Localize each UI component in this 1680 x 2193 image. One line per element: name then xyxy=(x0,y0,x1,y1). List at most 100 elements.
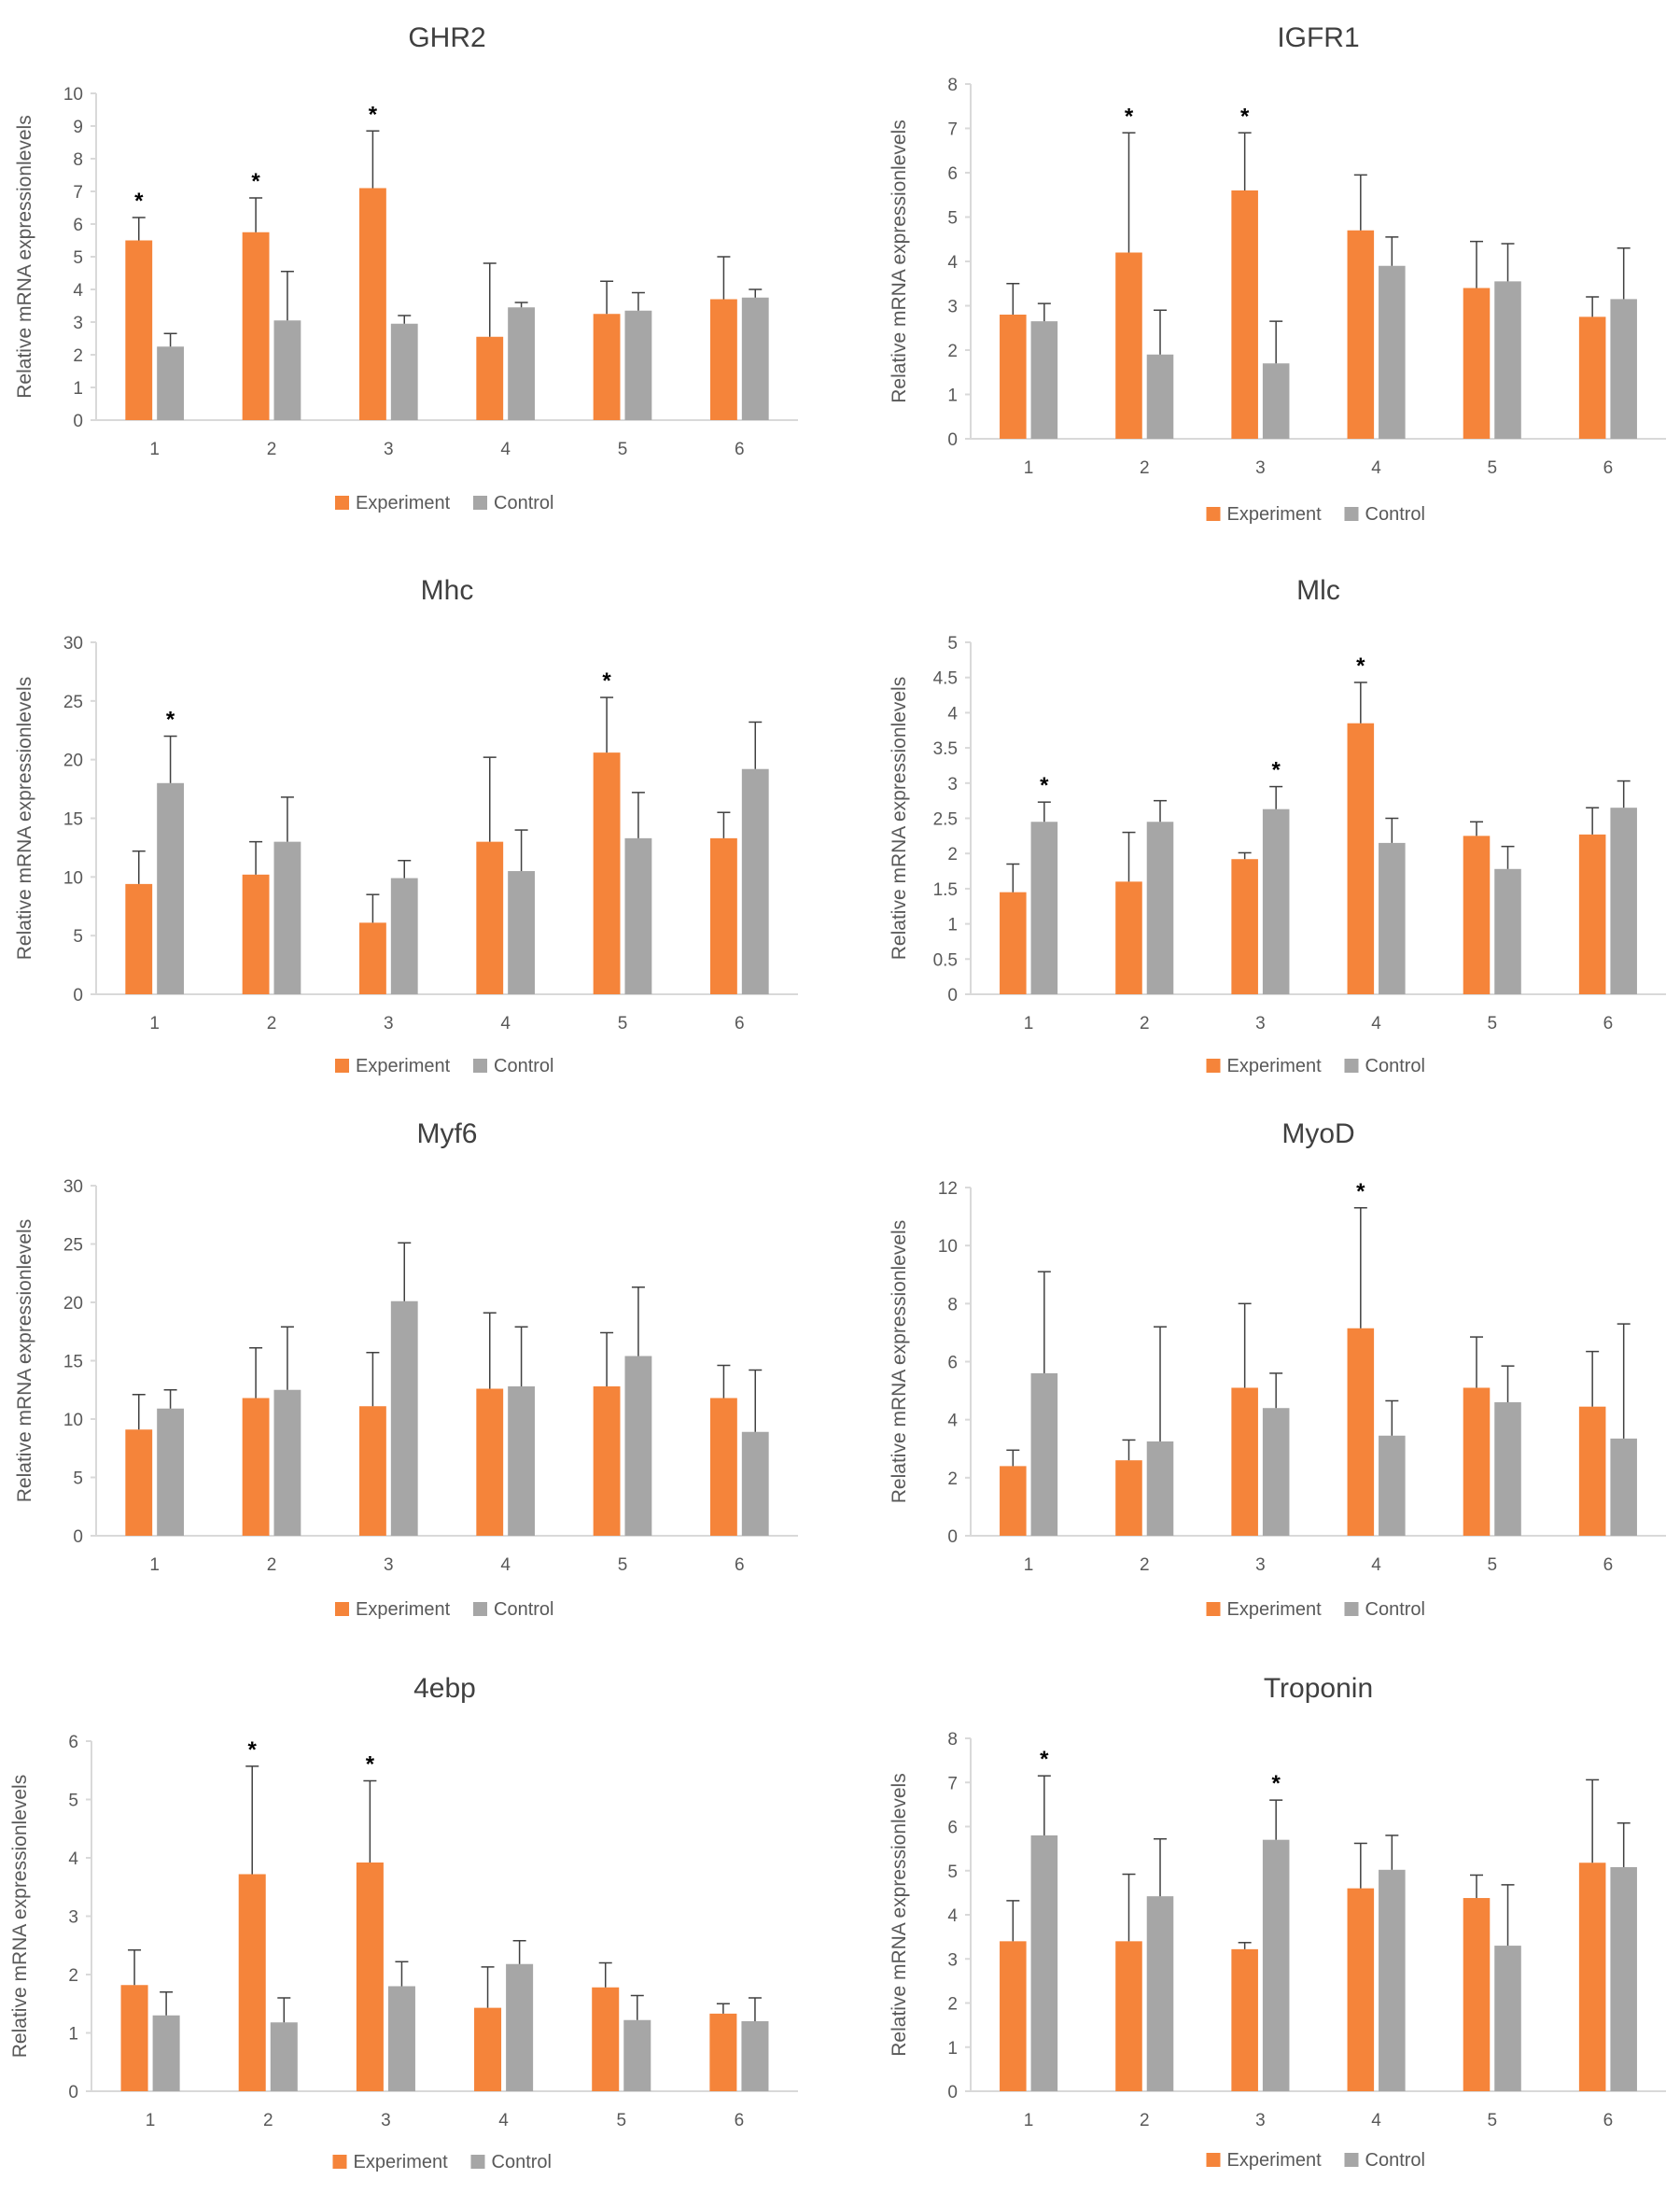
bar-experiment xyxy=(242,874,270,994)
y-axis-label: Relative mRNA expressionlevels xyxy=(14,677,35,960)
y-tick-label: 3 xyxy=(68,1908,78,1928)
legend: Experiment Control xyxy=(332,2152,552,2172)
bar-control xyxy=(1262,1408,1290,1536)
x-tick-label: 6 xyxy=(1603,1555,1614,1575)
bar-control xyxy=(508,871,535,994)
x-tick-label: 6 xyxy=(1603,2111,1614,2130)
y-tick-label: 3 xyxy=(947,298,958,317)
y-tick-label: 7 xyxy=(73,183,83,203)
bar-experiment xyxy=(238,1874,266,2091)
legend: Experiment Control xyxy=(335,493,553,513)
significance-marker: * xyxy=(366,1752,375,1778)
y-tick-label: 5 xyxy=(68,1792,78,1811)
bar-control xyxy=(1146,822,1174,994)
bar-control xyxy=(1030,1372,1058,1536)
y-axis-label: Relative mRNA expressionlevels xyxy=(889,119,910,402)
bar-experiment xyxy=(1231,190,1258,439)
bar-control xyxy=(273,320,301,420)
legend-label-control: Control xyxy=(1365,1599,1425,1620)
y-tick-label: 3 xyxy=(947,1950,958,1970)
x-tick-label: 1 xyxy=(149,440,160,459)
bar-experiment xyxy=(356,1863,384,2091)
y-tick-label: 1 xyxy=(73,379,83,399)
y-tick-label: 0 xyxy=(947,2083,958,2102)
y-tick-label: 2 xyxy=(947,342,958,361)
x-tick-label: 4 xyxy=(1371,458,1381,478)
y-tick-label: 2 xyxy=(947,1995,958,2015)
bar-control xyxy=(508,307,535,420)
bar-control xyxy=(1146,1441,1174,1536)
bar-experiment xyxy=(1231,1387,1258,1536)
y-tick-label: 10 xyxy=(63,868,83,888)
bar-control xyxy=(624,1356,652,1536)
chart-title: Mhc xyxy=(421,575,474,606)
x-tick-label: 3 xyxy=(381,2111,391,2130)
y-tick-label: 6 xyxy=(947,164,958,184)
y-tick-label: 20 xyxy=(63,752,83,771)
x-tick-label: 1 xyxy=(149,1014,160,1033)
bar-experiment xyxy=(1347,723,1375,994)
y-tick-label: 7 xyxy=(947,120,958,140)
y-tick-label: 5 xyxy=(73,248,83,268)
x-tick-label: 3 xyxy=(384,1014,394,1033)
bar-experiment xyxy=(1000,315,1027,439)
x-tick-label: 4 xyxy=(1371,1014,1381,1033)
legend-swatch-control xyxy=(1344,507,1359,521)
bar-experiment xyxy=(1463,1387,1491,1536)
y-tick-label: 8 xyxy=(947,76,958,95)
bar-control xyxy=(506,1963,534,2091)
chart-title: Mlc xyxy=(1296,575,1340,606)
y-tick-label: 6 xyxy=(73,216,83,235)
x-tick-label: 2 xyxy=(267,440,277,459)
bar-experiment xyxy=(593,1386,621,1536)
bar-experiment xyxy=(242,232,270,420)
bar-experiment xyxy=(474,2007,502,2091)
chart-panel: GHR2 0 1 2 3 4 5 6 7 8 9 10 Relative mRNA expression… xyxy=(14,22,798,513)
significance-marker: * xyxy=(1272,1771,1281,1796)
chart-title: Troponin xyxy=(1264,1673,1373,1704)
y-tick-label: 12 xyxy=(938,1179,958,1199)
y-tick-label: 25 xyxy=(63,1236,83,1256)
significance-marker: * xyxy=(602,668,611,694)
bar-experiment xyxy=(476,336,504,420)
y-tick-label: 1 xyxy=(947,387,958,406)
y-tick-label: 2 xyxy=(947,845,958,865)
y-tick-label: 2 xyxy=(73,346,83,366)
x-tick-label: 3 xyxy=(384,440,394,459)
legend-swatch-control xyxy=(1344,1602,1359,1616)
bar-experiment xyxy=(1115,252,1142,439)
legend-label-experiment: Experiment xyxy=(356,1599,451,1620)
x-tick-label: 1 xyxy=(146,2111,156,2130)
legend: Experiment Control xyxy=(1206,1056,1425,1076)
y-tick-label: 30 xyxy=(63,1177,83,1197)
bar-control xyxy=(270,2022,298,2091)
chart-panel: IGFR1 0 1 2 3 4 5 6 7 8 Relative mRNA expressionle… xyxy=(889,22,1666,525)
bar-experiment xyxy=(1000,1466,1027,1536)
x-tick-label: 2 xyxy=(1140,1555,1150,1575)
bar-control xyxy=(741,297,769,420)
legend-label-control: Control xyxy=(492,2152,552,2172)
legend: Experiment Control xyxy=(1206,504,1425,525)
y-axis-label: Relative mRNA expressionlevels xyxy=(889,677,910,960)
bar-experiment xyxy=(593,314,621,420)
bar-control xyxy=(1379,1435,1406,1536)
bar-control xyxy=(1610,1866,1637,2091)
bar-experiment xyxy=(359,188,386,420)
bar-control xyxy=(741,1431,769,1536)
x-tick-label: 6 xyxy=(735,1555,745,1575)
legend: Experiment Control xyxy=(335,1056,553,1076)
bar-experiment xyxy=(710,837,737,994)
bar-control xyxy=(1030,822,1058,994)
y-tick-label: 1 xyxy=(947,2039,958,2059)
significance-marker: * xyxy=(1272,758,1281,783)
x-tick-label: 3 xyxy=(1255,458,1266,478)
x-tick-label: 5 xyxy=(1487,2111,1497,2130)
y-tick-label: 8 xyxy=(947,1295,958,1314)
bar-control xyxy=(387,1986,415,2091)
x-tick-label: 6 xyxy=(735,440,745,459)
bar-experiment xyxy=(1000,1941,1027,2091)
x-tick-label: 1 xyxy=(1024,458,1034,478)
